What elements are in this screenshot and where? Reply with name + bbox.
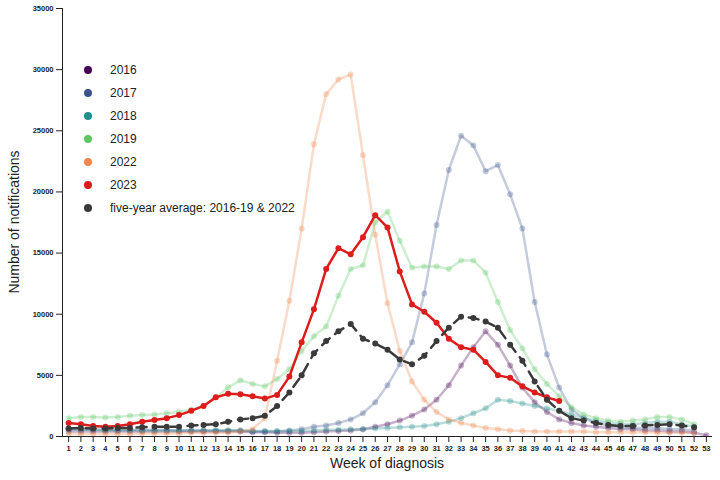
svg-text:15: 15	[236, 444, 244, 453]
svg-text:15000: 15000	[33, 248, 54, 257]
svg-text:37: 37	[506, 444, 514, 453]
svg-text:38: 38	[518, 444, 526, 453]
svg-text:9: 9	[165, 444, 169, 453]
html-text:five-year average: 2016-19 & 2: five-year average: 2016-19 & 2022	[110, 200, 295, 215]
svg-text:48: 48	[641, 444, 649, 453]
svg-text:53: 53	[702, 444, 710, 453]
svg-text:36: 36	[494, 444, 502, 453]
svg-text:19: 19	[285, 444, 293, 453]
svg-text:35000: 35000	[33, 4, 54, 13]
svg-text:18: 18	[273, 444, 281, 453]
svg-text:40: 40	[543, 444, 551, 453]
svg-text:0: 0	[49, 432, 53, 441]
svg-text:47: 47	[629, 444, 637, 453]
svg-text:50: 50	[665, 444, 673, 453]
svg-text:33: 33	[457, 444, 465, 453]
html-text:2019: 2019	[110, 131, 137, 146]
svg-text:20000: 20000	[33, 187, 54, 196]
svg-text:22: 22	[322, 444, 330, 453]
svg-text:6: 6	[128, 444, 132, 453]
svg-text:49: 49	[653, 444, 661, 453]
svg-text:11: 11	[187, 444, 195, 453]
svg-text:8: 8	[152, 444, 156, 453]
html-text:2023: 2023	[110, 177, 137, 192]
svg-text:3: 3	[91, 444, 95, 453]
svg-text:25000: 25000	[33, 126, 54, 135]
svg-text:41: 41	[555, 444, 563, 453]
svg-text:30000: 30000	[33, 65, 54, 74]
html-text:Week of diagnosis: Week of diagnosis	[329, 455, 445, 471]
svg-text:42: 42	[567, 444, 575, 453]
svg-text:10: 10	[175, 444, 183, 453]
svg-text:32: 32	[445, 444, 453, 453]
svg-text:7: 7	[140, 444, 144, 453]
svg-text:25: 25	[359, 444, 367, 453]
svg-text:46: 46	[616, 444, 624, 453]
svg-text:35: 35	[481, 444, 489, 453]
svg-text:44: 44	[592, 444, 601, 453]
svg-text:20: 20	[297, 444, 305, 453]
svg-text:16: 16	[248, 444, 256, 453]
svg-text:28: 28	[396, 444, 404, 453]
svg-text:5: 5	[116, 444, 120, 453]
svg-text:30: 30	[420, 444, 428, 453]
svg-text:45: 45	[604, 444, 612, 453]
svg-text:26: 26	[371, 444, 379, 453]
svg-text:31: 31	[432, 444, 440, 453]
svg-text:12: 12	[199, 444, 207, 453]
svg-text:51: 51	[678, 444, 686, 453]
svg-text:39: 39	[530, 444, 538, 453]
svg-text:52: 52	[690, 444, 698, 453]
svg-text:17: 17	[261, 444, 269, 453]
svg-text:29: 29	[408, 444, 416, 453]
svg-text:1: 1	[67, 444, 71, 453]
svg-text:13: 13	[212, 444, 220, 453]
svg-text:27: 27	[383, 444, 391, 453]
html-text:2022: 2022	[110, 154, 137, 169]
html-text:2018: 2018	[110, 108, 137, 123]
svg-text:21: 21	[310, 444, 318, 453]
svg-text:43: 43	[580, 444, 588, 453]
html-text:2017: 2017	[110, 85, 137, 100]
svg-text:24: 24	[347, 444, 356, 453]
svg-text:2: 2	[79, 444, 83, 453]
html-text:2016: 2016	[110, 62, 137, 77]
svg-text:14: 14	[224, 444, 233, 453]
svg-text:5000: 5000	[37, 371, 54, 380]
svg-text:34: 34	[469, 444, 478, 453]
svg-text:23: 23	[334, 444, 342, 453]
svg-text:4: 4	[103, 444, 108, 453]
svg-text:10000: 10000	[33, 310, 54, 319]
html-text:Number of notifications: Number of notifications	[6, 150, 22, 294]
